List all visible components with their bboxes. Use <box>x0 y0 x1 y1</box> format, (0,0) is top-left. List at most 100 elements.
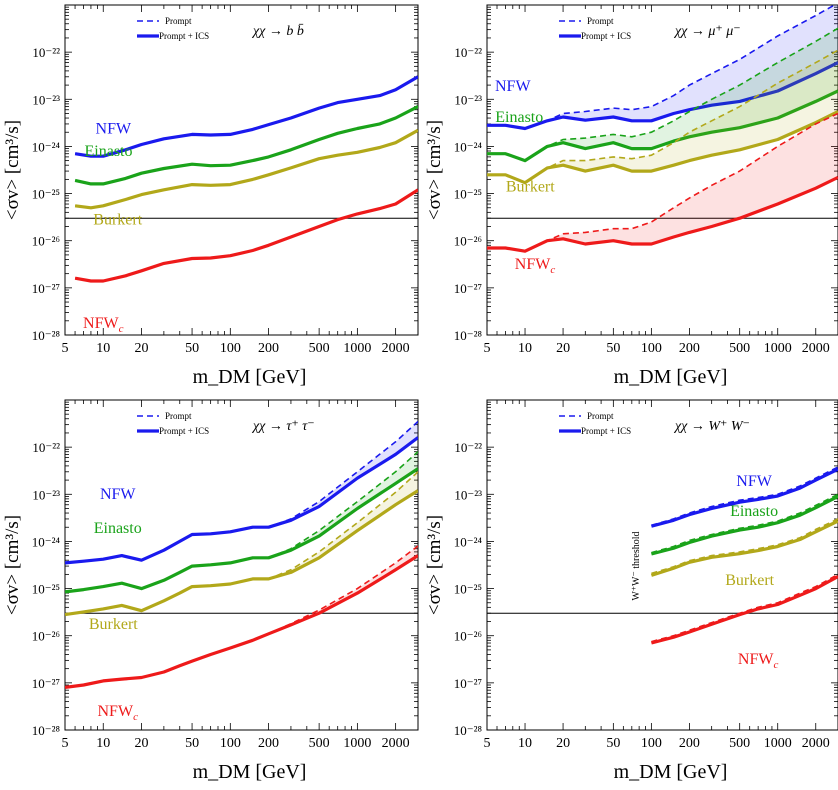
line-ics-burkert <box>65 489 418 617</box>
y-tick-label: 10⁻²⁸ <box>454 723 483 738</box>
y-tick-label: 10⁻²⁴ <box>454 534 483 549</box>
x-tick-label: 5 <box>484 341 491 356</box>
x-tick-label: 10 <box>518 341 532 356</box>
x-tick-label: 20 <box>556 736 570 751</box>
x-axis-label: m_DM [GeV] <box>614 761 728 783</box>
legend-label-dashed: Prompt <box>587 16 614 26</box>
y-tick-label: 10⁻²⁷ <box>454 676 482 691</box>
series-layer <box>74 75 418 283</box>
x-tick-label: 200 <box>679 736 700 751</box>
legend-label-solid: Prompt + ICS <box>581 31 631 41</box>
x-tick-label: 5 <box>62 341 69 356</box>
line-prompt-einasto <box>651 493 838 554</box>
line-prompt-nfw <box>74 76 418 157</box>
label-einasto: Einasto <box>730 503 778 520</box>
x-tick-label: 100 <box>641 736 662 751</box>
line-prompt-einasto <box>74 105 418 185</box>
line-prompt-nfw <box>65 420 418 564</box>
line-ics-nfwc <box>650 575 838 645</box>
x-tick-label: 10 <box>96 736 110 751</box>
y-tick-label: 10⁻²⁶ <box>454 234 482 249</box>
label-nfwc: NFWc <box>738 651 779 671</box>
legend-label-solid: Prompt + ICS <box>159 426 209 436</box>
line-prompt-nfw <box>487 5 837 130</box>
threshold-label: W⁺W⁻ threshold <box>631 532 642 601</box>
x-tick-label: 500 <box>729 736 750 751</box>
legend-label-solid: Prompt + ICS <box>159 31 209 41</box>
x-tick-label: 2000 <box>382 341 410 356</box>
y-tick-label: 10⁻²⁴ <box>32 139 61 154</box>
plot-frame <box>64 4 419 336</box>
chart-panel-3: 5 10 20 50 100 200 500 1000 2000 10⁻²⁸ 10⁻²⁷ 10⁻²⁶ 1… <box>2 399 419 783</box>
y-tick-label: 10⁻²² <box>32 440 60 455</box>
line-prompt-nfw <box>651 466 838 527</box>
x-tick-label: 200 <box>258 341 279 356</box>
label-nfw: NFW <box>96 120 132 137</box>
band-nfwc <box>75 189 418 281</box>
series-layer <box>487 5 838 253</box>
legend-label-dashed: Prompt <box>587 411 614 421</box>
y-axis-label: <σv> [cm³/s] <box>424 515 445 615</box>
line-ics-nfwc <box>74 188 418 283</box>
chart-panel-2: 5 10 20 50 100 200 500 1000 2000 10⁻²⁸ 10⁻²⁷ 10⁻²⁶ 1… <box>424 4 838 388</box>
line-ics-burkert <box>650 519 838 577</box>
x-tick-label: 200 <box>258 736 279 751</box>
plot-frame <box>486 4 838 336</box>
x-tick-label: 1000 <box>343 341 371 356</box>
x-tick-label: 50 <box>606 736 620 751</box>
line-prompt-einasto <box>65 451 418 593</box>
x-tick-label: 20 <box>556 341 570 356</box>
legend-label-solid: Prompt + ICS <box>581 426 631 436</box>
x-axis-label: m_DM [GeV] <box>614 366 728 388</box>
x-tick-label: 2000 <box>802 341 830 356</box>
y-tick-label: 10⁻²⁴ <box>32 534 61 549</box>
y-tick-label: 10⁻²³ <box>454 92 482 107</box>
y-tick-label: 10⁻²⁶ <box>32 234 60 249</box>
y-tick-label: 10⁻²⁸ <box>32 723 61 738</box>
x-tick-label: 5 <box>484 736 491 751</box>
label-nfwc: NFWc <box>515 256 556 276</box>
y-tick-label: 10⁻²⁴ <box>454 139 483 154</box>
y-tick-label: 10⁻²⁸ <box>454 328 483 343</box>
x-tick-label: 20 <box>134 341 148 356</box>
label-nfwc: NFWc <box>98 703 139 723</box>
band-nfwc <box>487 113 838 252</box>
y-tick-label: 10⁻²⁶ <box>32 629 60 644</box>
x-tick-label: 10 <box>518 736 532 751</box>
label-nfw: NFW <box>495 78 531 95</box>
x-tick-label: 1000 <box>764 736 792 751</box>
line-prompt-nfwc <box>651 573 838 643</box>
y-tick-label: 10⁻²³ <box>32 487 60 502</box>
y-tick-label: 10⁻²⁵ <box>454 187 482 202</box>
line-prompt-burkert <box>65 471 418 616</box>
x-tick-label: 20 <box>134 736 148 751</box>
x-tick-label: 100 <box>641 341 662 356</box>
band-einasto <box>487 28 838 161</box>
band-burkert <box>487 50 838 183</box>
band-burkert <box>75 130 418 208</box>
x-tick-label: 500 <box>729 341 750 356</box>
y-tick-label: 10⁻²⁷ <box>32 281 60 296</box>
x-tick-label: 2000 <box>382 736 410 751</box>
label-nfw: NFW <box>736 473 772 490</box>
line-prompt-einasto <box>487 27 838 162</box>
label-einasto: Einasto <box>94 520 142 537</box>
x-tick-label: 1000 <box>764 341 792 356</box>
channel-label: χχ → μ⁺ μ⁻ <box>673 24 741 39</box>
plot-frame <box>486 399 838 731</box>
x-tick-label: 50 <box>606 341 620 356</box>
y-tick-label: 10⁻²⁵ <box>32 582 60 597</box>
label-burkert: Burkert <box>506 179 555 196</box>
y-axis-label: <σv> [cm³/s] <box>2 120 23 220</box>
line-prompt-nfwc <box>74 189 418 282</box>
x-tick-label: 100 <box>220 736 241 751</box>
line-ics-burkert <box>74 128 418 210</box>
x-axis-label: m_DM [GeV] <box>193 761 307 783</box>
chart-panel-4: 5 10 20 50 100 200 500 1000 2000 10⁻²⁸ 10⁻²⁷ 10⁻²⁶ 1… <box>424 399 838 783</box>
channel-label: χχ → W⁺ W⁻ <box>673 419 750 434</box>
label-nfwc: NFWc <box>83 315 124 335</box>
label-einasto: Einasto <box>495 109 543 126</box>
plot-frame <box>64 399 419 731</box>
x-tick-label: 50 <box>185 341 199 356</box>
